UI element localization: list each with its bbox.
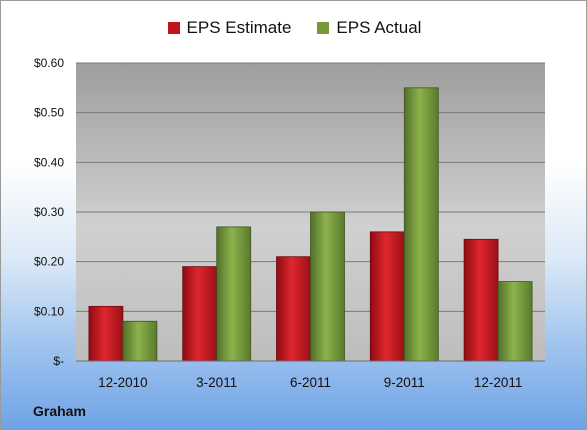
bar-eps-estimate	[463, 238, 499, 362]
legend-item-actual: EPS Actual	[317, 18, 421, 38]
bar-eps-actual	[122, 320, 158, 362]
legend-label-estimate: EPS Estimate	[186, 18, 292, 37]
bar-eps-actual	[310, 211, 345, 362]
bar-eps-estimate	[88, 305, 124, 362]
x-tick-label: 12-2010	[98, 375, 148, 390]
bar-eps-actual	[403, 87, 439, 362]
x-tick-label: 3-2011	[196, 375, 237, 390]
y-tick-label: $0.50	[34, 106, 64, 120]
y-tick-label: $0.10	[34, 304, 64, 318]
legend-swatch-actual	[317, 22, 330, 34]
legend-swatch-estimate	[167, 22, 180, 34]
y-tick-label: $0.60	[34, 56, 64, 70]
bar-eps-estimate	[369, 231, 405, 362]
x-tick-label: 12-2011	[474, 375, 523, 390]
bar-eps-actual	[216, 226, 252, 362]
y-tick-label: $0.30	[34, 205, 64, 219]
bar-eps-estimate	[182, 266, 218, 362]
company-label: Graham	[33, 403, 86, 419]
bar-eps-actual	[497, 281, 533, 362]
legend-label-actual: EPS Actual	[336, 18, 422, 37]
bar-eps-estimate	[276, 256, 311, 362]
y-tick-label: $0.40	[34, 155, 64, 169]
x-tick-label: 6-2011	[290, 375, 331, 390]
legend: EPS Estimate EPS Actual	[1, 18, 586, 38]
x-tick-label: 9-2011	[384, 375, 425, 390]
legend-item-estimate: EPS Estimate	[167, 18, 292, 38]
y-tick-label: $-	[53, 354, 64, 368]
y-tick-label: $0.20	[34, 255, 64, 269]
